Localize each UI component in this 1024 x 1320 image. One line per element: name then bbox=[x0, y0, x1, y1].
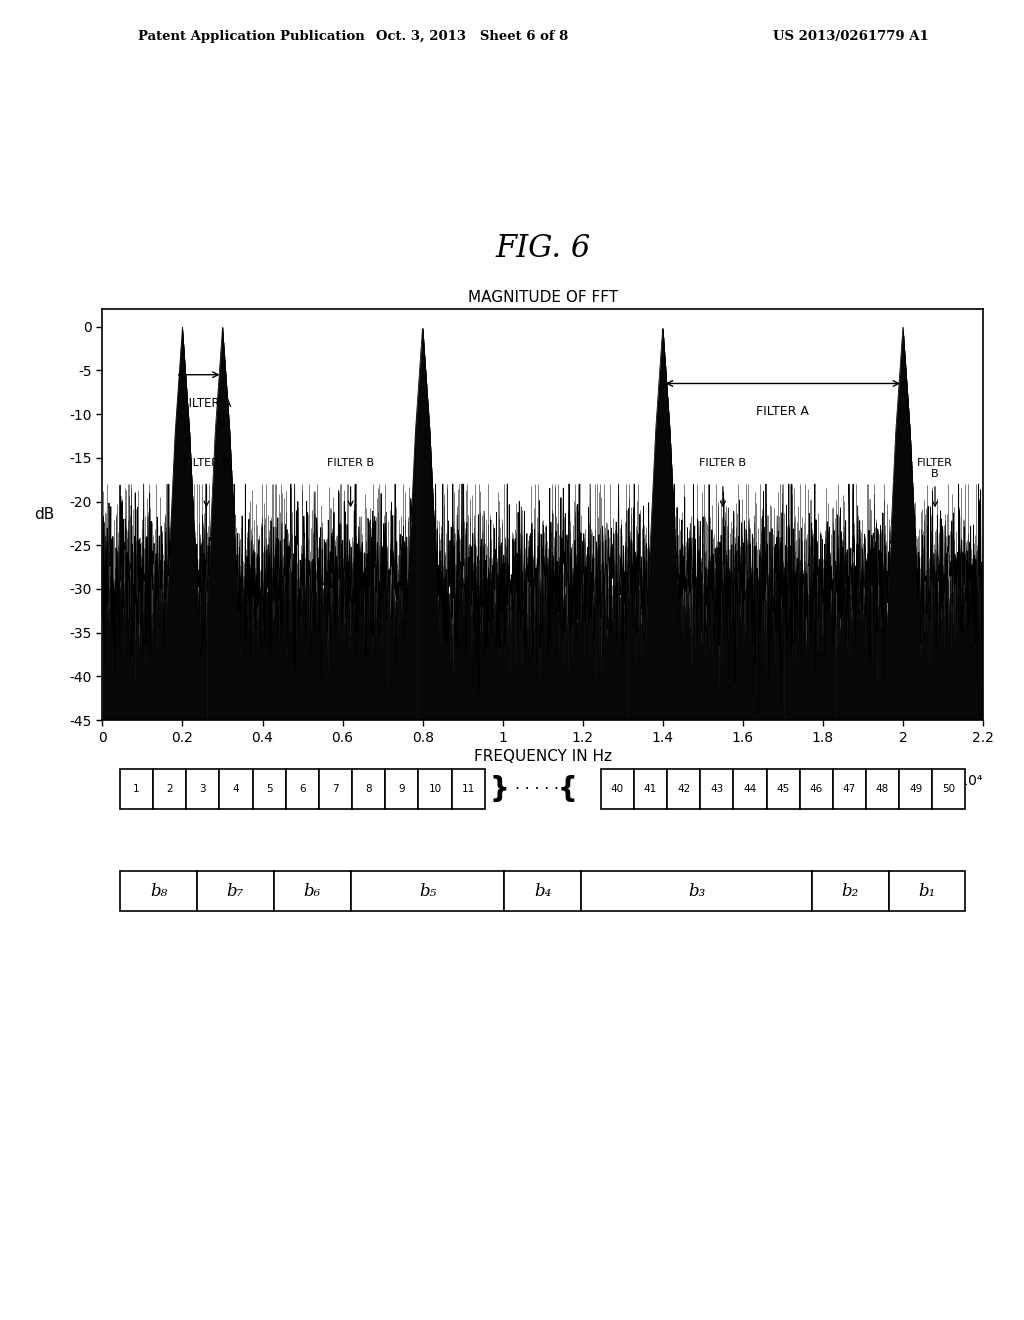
Bar bbox=[634, 770, 667, 809]
Text: · · · · ·: · · · · · bbox=[514, 781, 558, 797]
Text: FILTER
B: FILTER B bbox=[918, 458, 953, 479]
Text: FIG. 6: FIG. 6 bbox=[495, 232, 591, 264]
Text: b₇: b₇ bbox=[226, 883, 244, 900]
Bar bbox=[767, 770, 800, 809]
Bar bbox=[253, 770, 286, 809]
Text: FILTER B: FILTER B bbox=[699, 458, 746, 467]
Bar bbox=[866, 770, 899, 809]
Text: 45: 45 bbox=[776, 784, 790, 795]
Text: 44: 44 bbox=[743, 784, 757, 795]
Text: 7: 7 bbox=[332, 784, 339, 795]
Bar bbox=[186, 770, 219, 809]
Text: x10⁴: x10⁴ bbox=[951, 774, 983, 788]
Bar bbox=[899, 770, 932, 809]
Text: FILTER A: FILTER A bbox=[757, 405, 809, 418]
Bar bbox=[273, 871, 350, 911]
Bar bbox=[932, 770, 966, 809]
Text: }: } bbox=[489, 775, 509, 803]
Bar bbox=[504, 871, 582, 911]
Bar bbox=[812, 871, 889, 911]
Text: FILTER B: FILTER B bbox=[327, 458, 374, 467]
Text: b₂: b₂ bbox=[842, 883, 859, 900]
Bar bbox=[833, 770, 866, 809]
Bar bbox=[318, 770, 352, 809]
Bar bbox=[154, 770, 186, 809]
Text: b₁: b₁ bbox=[919, 883, 936, 900]
Bar bbox=[219, 770, 253, 809]
Text: FILTER B: FILTER B bbox=[183, 458, 230, 467]
Text: 8: 8 bbox=[366, 784, 372, 795]
Text: b₈: b₈ bbox=[150, 883, 167, 900]
Bar bbox=[800, 770, 833, 809]
Bar bbox=[889, 871, 966, 911]
Text: 47: 47 bbox=[843, 784, 856, 795]
Text: {: { bbox=[558, 775, 578, 803]
Bar bbox=[667, 770, 700, 809]
Text: FILTER A: FILTER A bbox=[182, 396, 231, 409]
Bar bbox=[286, 770, 318, 809]
Text: 49: 49 bbox=[909, 784, 923, 795]
Text: b₅: b₅ bbox=[419, 883, 436, 900]
Bar bbox=[582, 871, 812, 911]
Text: US 2013/0261779 A1: US 2013/0261779 A1 bbox=[773, 30, 929, 42]
Text: b₃: b₃ bbox=[688, 883, 706, 900]
Bar bbox=[452, 770, 484, 809]
Bar bbox=[120, 770, 154, 809]
Text: 6: 6 bbox=[299, 784, 306, 795]
Text: 11: 11 bbox=[462, 784, 475, 795]
Bar bbox=[120, 871, 197, 911]
Text: 48: 48 bbox=[876, 784, 889, 795]
Text: 2: 2 bbox=[167, 784, 173, 795]
Text: 4: 4 bbox=[232, 784, 240, 795]
Text: 43: 43 bbox=[711, 784, 723, 795]
Text: 10: 10 bbox=[428, 784, 441, 795]
Text: 41: 41 bbox=[644, 784, 657, 795]
Text: 50: 50 bbox=[942, 784, 955, 795]
Text: b₄: b₄ bbox=[535, 883, 551, 900]
Bar bbox=[197, 871, 273, 911]
Bar bbox=[350, 871, 504, 911]
Y-axis label: dB: dB bbox=[35, 507, 54, 523]
Text: 3: 3 bbox=[200, 784, 206, 795]
Text: 1: 1 bbox=[133, 784, 140, 795]
Text: Patent Application Publication: Patent Application Publication bbox=[137, 30, 365, 42]
Bar bbox=[700, 770, 733, 809]
X-axis label: FREQUENCY IN Hz: FREQUENCY IN Hz bbox=[474, 748, 611, 764]
Text: b₆: b₆ bbox=[303, 883, 321, 900]
Bar bbox=[601, 770, 634, 809]
Text: 5: 5 bbox=[266, 784, 272, 795]
Title: MAGNITUDE OF FFT: MAGNITUDE OF FFT bbox=[468, 290, 617, 305]
Text: 40: 40 bbox=[610, 784, 624, 795]
Text: 42: 42 bbox=[677, 784, 690, 795]
Text: 46: 46 bbox=[810, 784, 823, 795]
Bar bbox=[419, 770, 452, 809]
Text: 9: 9 bbox=[398, 784, 406, 795]
Bar bbox=[385, 770, 419, 809]
Bar bbox=[733, 770, 767, 809]
Bar bbox=[352, 770, 385, 809]
Text: Oct. 3, 2013   Sheet 6 of 8: Oct. 3, 2013 Sheet 6 of 8 bbox=[376, 30, 568, 42]
